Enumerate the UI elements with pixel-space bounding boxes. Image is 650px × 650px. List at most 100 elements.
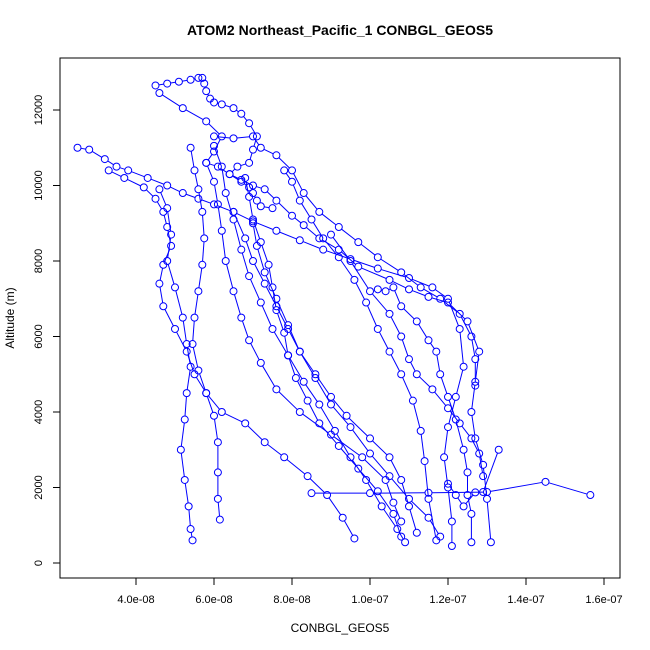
series-segment: [332, 406, 349, 425]
data-point: [252, 196, 261, 205]
series-segment: [412, 290, 426, 297]
series-segment: [289, 328, 299, 349]
data-point: [424, 494, 433, 503]
series-segment: [164, 309, 174, 327]
data-point: [163, 79, 172, 88]
data-point: [124, 166, 133, 175]
series-segment: [127, 179, 141, 187]
data-point: [260, 268, 269, 277]
data-point: [280, 328, 289, 337]
data-point: [412, 528, 421, 537]
series-segment: [167, 211, 172, 232]
data-point: [174, 77, 183, 86]
data-point: [200, 234, 209, 243]
series-segment: [250, 343, 260, 361]
data-point: [354, 464, 363, 473]
data-point: [444, 479, 452, 488]
data-point: [215, 515, 224, 524]
data-point: [373, 324, 382, 333]
series-segment: [294, 217, 302, 224]
data-point: [155, 279, 164, 288]
series-segment: [182, 321, 187, 341]
series-segment: [91, 151, 103, 158]
data-point: [354, 238, 363, 247]
series-segment: [208, 395, 220, 410]
data-point: [237, 109, 246, 118]
series-segment: [328, 497, 342, 516]
data-point: [249, 145, 257, 154]
data-point: [467, 538, 476, 547]
series-segment: [186, 370, 191, 390]
series-segment: [440, 377, 448, 394]
y-axis: 0 2000 4000 6000 8000 10000 12000: [33, 95, 61, 566]
plot-frame: [59, 57, 621, 579]
data-point: [139, 183, 148, 192]
series-segment: [188, 509, 191, 526]
data-point: [389, 498, 398, 507]
series-segment: [379, 493, 392, 512]
series-segment: [256, 222, 274, 230]
series-segment: [461, 425, 470, 436]
series-segment: [475, 441, 483, 462]
data-point: [194, 287, 203, 296]
series-segment: [456, 369, 464, 394]
series-segment: [285, 172, 291, 180]
data-point: [210, 411, 218, 420]
series-segment: [170, 186, 180, 192]
data-point: [463, 468, 472, 477]
data-point: [342, 411, 351, 420]
series-segment: [448, 400, 456, 424]
series-segment: [194, 294, 199, 315]
data-point: [486, 538, 495, 547]
data-point: [210, 132, 218, 141]
data-point: [163, 257, 172, 265]
y-tick-label: 10000: [33, 170, 45, 201]
series-segment: [184, 483, 189, 503]
data-point: [143, 173, 152, 182]
series-segment: [364, 459, 384, 478]
data-point: [451, 392, 460, 401]
data-point: [494, 445, 503, 454]
profile-series: [280, 166, 441, 545]
data-point: [256, 358, 265, 367]
series-segment: [449, 486, 455, 493]
series-segment: [306, 227, 317, 237]
series-segment: [411, 500, 427, 516]
series-segment: [190, 532, 193, 537]
series-segment: [332, 237, 349, 259]
series-segment: [217, 207, 222, 228]
data-point: [346, 257, 355, 265]
series-segment: [202, 241, 205, 262]
data-point: [256, 298, 265, 307]
data-point: [299, 377, 308, 386]
series-segment: [201, 199, 211, 204]
series-segment: [253, 222, 261, 239]
series-segment: [456, 422, 464, 447]
data-point: [272, 196, 281, 205]
data-point: [444, 392, 452, 401]
series-segment: [340, 259, 353, 278]
data-point: [483, 494, 491, 503]
data-point: [280, 166, 289, 175]
series-segment: [475, 355, 480, 379]
data-point: [319, 245, 328, 254]
series-segment: [243, 116, 248, 121]
series-segment: [263, 148, 274, 155]
data-point: [424, 488, 433, 497]
series-segment: [262, 365, 276, 387]
series-segment: [236, 212, 251, 221]
data-point: [483, 488, 491, 497]
data-point: [447, 542, 456, 551]
data-point: [467, 332, 476, 341]
data-point: [338, 513, 347, 522]
data-point: [217, 100, 226, 109]
data-point: [295, 408, 304, 416]
data-point: [479, 472, 488, 481]
series-segment: [431, 297, 445, 303]
data-point: [229, 207, 238, 216]
data-point: [85, 145, 94, 154]
data-point: [288, 177, 296, 186]
data-point: [366, 449, 374, 458]
series-segment: [180, 422, 185, 447]
